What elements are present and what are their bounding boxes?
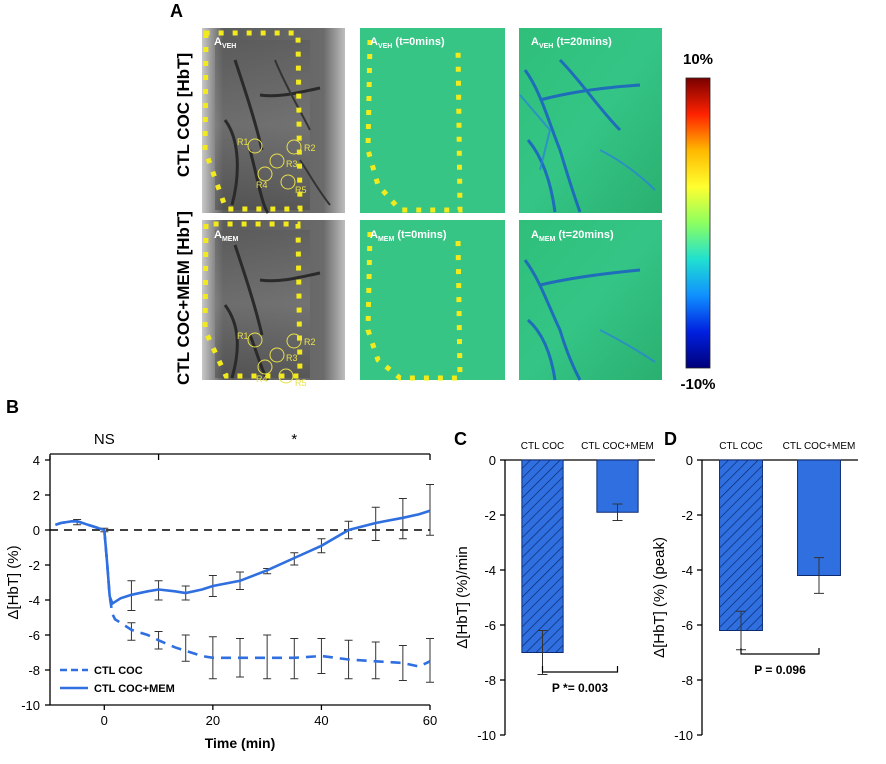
y-axis-label: Δ[HbT] (%)/min [454, 546, 471, 649]
y-axis-label: Δ[HbT] (%) (peak) [651, 537, 668, 658]
y-axis-label: Δ[HbT] (%) [5, 545, 22, 619]
x-tick-label: 0 [101, 713, 108, 728]
bar-ctl-coc-mem [797, 459, 841, 576]
p-value-bracket [740, 648, 820, 655]
y-tick-label: -10 [477, 728, 496, 743]
legend-label: CTL COC+MEM [94, 683, 175, 695]
anatomy-image-veh: R1 R2 R3 R4 R5 AVEH [202, 28, 345, 214]
roi-label-r3: R3 [286, 159, 298, 169]
category-label: CTL COC [719, 441, 763, 452]
panel-label-b: B [6, 397, 19, 417]
roi-label-r4: R4 [256, 180, 268, 190]
roi-label-r1: R1 [237, 331, 249, 341]
roi-label-r5: R5 [295, 185, 307, 195]
significance-label: * [291, 431, 297, 448]
series-line-ctl-coc [54, 520, 431, 668]
chart-d: -10 -8 -6 -4 -2 0 Δ[HbT] (%) (peak) CTL COC CTL … [651, 441, 858, 743]
x-tick-label: 60 [423, 713, 437, 728]
y-tick-label: 2 [33, 488, 40, 503]
x-tick-label: 20 [206, 713, 220, 728]
chart-c: -10 -8 -6 -4 -2 0 Δ[HbT] (%)/min CTL COC CTL COC… [454, 441, 655, 743]
colorbar-min-label: -10% [680, 376, 715, 393]
map-image-veh-t20: AVEH (t=20mins) [519, 28, 662, 213]
x-tick-label: 40 [314, 713, 328, 728]
overlay-label: AVEH [214, 36, 236, 50]
y-tick-label: 0 [489, 453, 496, 468]
panel-label-a: A [170, 1, 183, 21]
roi-label-r3: R3 [286, 353, 298, 363]
bar-ctl-coc [719, 459, 763, 631]
colorbar-max-label: 10% [683, 51, 713, 68]
legend-label: CTL COC [94, 665, 143, 677]
y-tick-label: -4 [28, 593, 40, 608]
p-value-bracket [541, 666, 619, 673]
map-image-mem-t0: AMEM (t=0mins) [360, 220, 505, 381]
y-tick-label: -8 [28, 663, 40, 678]
y-tick-label: -6 [681, 618, 693, 633]
roi-label-r4: R4 [256, 374, 268, 384]
roi-label-r2: R2 [304, 143, 316, 153]
row-label-ctl-coc-mem: CTL COC+MEM [HbT] [174, 211, 193, 385]
panel-label-d: D [664, 429, 677, 449]
overlay-label: AVEH (t=20mins) [531, 36, 612, 50]
overlay-label: AVEH (t=0mins) [370, 36, 445, 50]
overlay-label: AMEM (t=0mins) [370, 229, 447, 243]
category-label: CTL COC+MEM [783, 441, 856, 452]
y-tick-label: -6 [484, 618, 496, 633]
series-line-ctl-coc-mem [54, 509, 431, 606]
roi-label-r1: R1 [237, 137, 249, 147]
y-tick-label: 0 [33, 523, 40, 538]
panel-label-c: C [454, 429, 467, 449]
anatomy-image-mem: R1 R2 R3 R4 R5 AMEM [202, 220, 345, 388]
y-tick-label: -6 [28, 628, 40, 643]
y-tick-label: -8 [681, 673, 693, 688]
y-tick-label: -2 [28, 558, 40, 573]
y-tick-label: -2 [484, 508, 496, 523]
y-tick-label: 0 [686, 453, 693, 468]
roi-label-r5: R5 [295, 378, 307, 388]
overlay-label: AMEM (t=20mins) [531, 229, 614, 243]
row-label-ctl-coc: CTL COC [HbT] [174, 53, 193, 177]
y-tick-label: -4 [484, 563, 496, 578]
roi-markers-mem: R1 R2 R3 R4 R5 [237, 331, 316, 388]
map-image-mem-t20: AMEM (t=20mins) [519, 220, 662, 381]
colorbar [685, 77, 711, 369]
y-tick-label: -8 [484, 673, 496, 688]
p-value-label: P = 0.096 [754, 663, 806, 677]
map-image-veh-t0: AVEH (t=0mins) [360, 28, 505, 213]
x-axis-label: Time (min) [205, 735, 276, 751]
overlay-label: AMEM [214, 229, 238, 243]
roi-markers-veh: R1 R2 R3 R4 R5 [237, 137, 316, 195]
y-tick-label: 4 [33, 453, 40, 468]
roi-label-r2: R2 [304, 337, 316, 347]
y-tick-label: -10 [21, 698, 40, 713]
y-tick-label: -4 [681, 563, 693, 578]
category-label: CTL COC [521, 441, 565, 452]
bar-ctl-coc [521, 459, 564, 653]
significance-label: NS [94, 431, 115, 448]
p-value-label: P *= 0.003 [552, 681, 608, 695]
category-label: CTL COC+MEM [581, 441, 654, 452]
y-tick-label: -10 [674, 728, 693, 743]
y-tick-label: -2 [681, 508, 693, 523]
